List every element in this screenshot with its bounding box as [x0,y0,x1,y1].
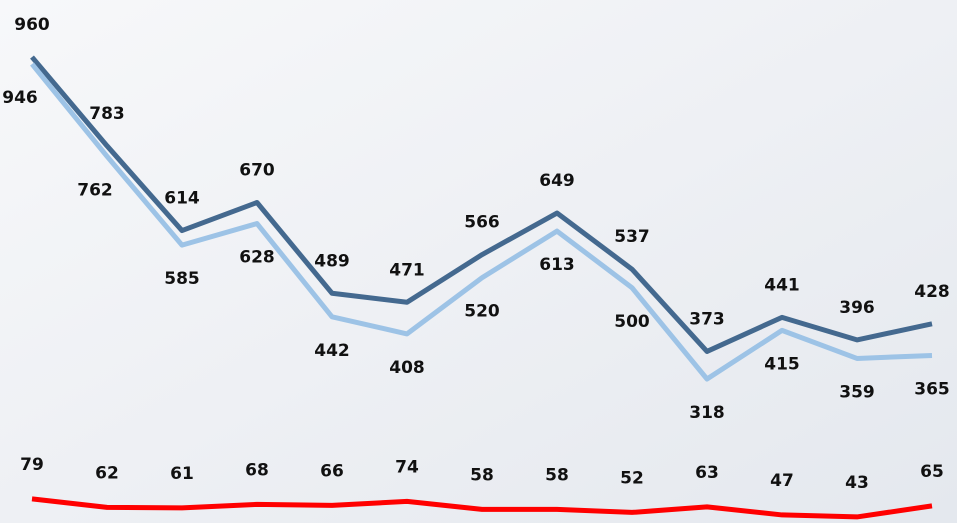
data-label: 58 [470,465,494,485]
data-label: 783 [89,104,125,124]
data-label: 585 [164,269,200,289]
data-label: 489 [314,251,350,271]
data-label: 61 [170,464,194,484]
data-label: 359 [839,382,875,402]
data-label: 408 [389,358,425,378]
data-label: 500 [614,312,650,332]
data-label: 66 [320,461,344,481]
data-label: 365 [914,379,950,399]
data-label: 946 [2,88,38,108]
data-label: 428 [914,282,950,302]
data-label: 566 [464,213,500,233]
data-label: 58 [545,465,569,485]
data-label: 65 [920,462,944,482]
plot-area: 960 783 614 670 489 471 566 649 537 373 441 396 428 9… [2,15,950,520]
data-label: 670 [239,160,275,180]
data-label: 960 [14,15,50,35]
data-label: 62 [95,463,119,483]
data-label: 52 [620,468,644,488]
data-label: 68 [245,460,269,480]
data-label: 520 [464,302,500,322]
data-label: 318 [689,403,725,423]
data-label: 614 [164,189,200,209]
data-label: 628 [239,248,275,268]
data-label: 613 [539,255,575,275]
data-label: 79 [20,455,44,475]
series-line [30,62,933,382]
data-label: 396 [839,298,875,318]
data-label: 537 [614,227,650,247]
data-label: 442 [314,341,350,361]
data-label: 63 [695,463,719,483]
data-label: 74 [395,457,419,477]
data-label: 43 [845,473,869,493]
series-line [31,496,933,520]
data-label: 649 [539,171,575,191]
data-label: 762 [77,180,113,200]
data-label: 47 [770,471,794,491]
data-label: 441 [764,275,800,295]
data-label: 471 [389,260,425,280]
data-label: 415 [764,354,800,374]
data-label: 373 [689,309,725,329]
series-line [30,55,933,354]
